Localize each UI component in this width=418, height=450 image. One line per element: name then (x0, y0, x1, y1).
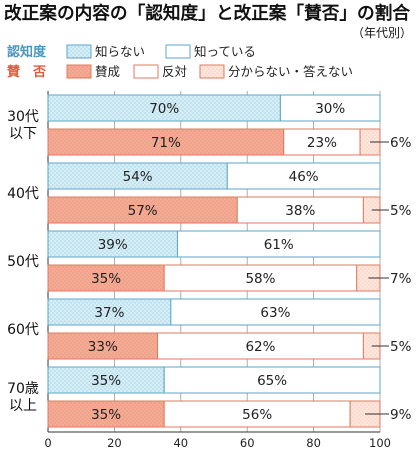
legend-approval: 賛 否 賛成 反対 分からない・答えない (7, 64, 353, 80)
bar-awareness-4-1 (163, 366, 381, 394)
bar-awareness-2-0 (47, 230, 178, 258)
bar-approval-0-0 (47, 128, 285, 156)
legend-label-aware: 知っている (194, 44, 256, 59)
x-tick-label-80: 80 (306, 436, 321, 450)
label-awareness-1-1: 46% (289, 169, 319, 185)
label-awareness-3-1: 63% (260, 305, 290, 321)
x-tick-label-20: 20 (107, 436, 122, 450)
x-tick-label-0: 0 (44, 436, 51, 450)
label-awareness-0-0: 70% (149, 101, 179, 117)
bar-awareness-0-1 (279, 94, 381, 122)
x-tick-label-40: 40 (173, 436, 188, 450)
category-label-4-0: 70歳 (7, 381, 39, 397)
label-approval-4-1: 56% (242, 407, 272, 423)
category-label-0-1: 以下 (9, 126, 37, 142)
label-awareness-4-1: 65% (257, 373, 287, 389)
legend-approval-label: 賛 否 (7, 64, 46, 80)
label-awareness-2-1: 61% (264, 237, 294, 253)
label-awareness-2-0: 39% (98, 237, 128, 253)
label-approval-0-0: 71% (151, 135, 181, 151)
legend-swatch-unknown (199, 64, 225, 79)
legend: 認知度 知らない 知っている 賛 否 賛成 反対 分からない・答えない (7, 44, 353, 80)
label-approval-3-2: 5% (390, 339, 412, 355)
label-approval-2-0: 35% (91, 271, 121, 287)
bar-approval-0-1 (283, 128, 361, 156)
bar-approval-1-0 (47, 196, 238, 224)
label-awareness-0-1: 30% (315, 101, 345, 117)
bar-awareness-1-1 (226, 162, 381, 190)
legend-label-oppose: 反対 (162, 64, 187, 79)
label-approval-1-2: 5% (390, 203, 412, 219)
category-label-3-0: 60代 (7, 322, 39, 338)
bar-awareness-1-0 (47, 162, 228, 190)
bar-awareness-3-1 (170, 298, 381, 326)
label-approval-2-1: 58% (245, 271, 275, 287)
label-approval-0-1: 23% (307, 135, 337, 151)
label-approval-1-1: 38% (285, 203, 315, 219)
x-tick-label-100: 100 (369, 436, 391, 450)
bar-approval-3-0 (47, 332, 159, 360)
bar-awareness-4-0 (47, 366, 165, 394)
label-approval-0-2: 6% (390, 135, 412, 151)
category-label-1-0: 40代 (7, 186, 39, 202)
label-awareness-4-0: 35% (91, 373, 121, 389)
label-approval-1-0: 57% (128, 203, 158, 219)
label-approval-4-2: 9% (390, 407, 412, 423)
legend-swatch-approve (66, 64, 92, 79)
category-label-0-0: 30代 (7, 109, 39, 125)
chart-subtitle: （年代別） (352, 26, 412, 40)
label-approval-3-0: 33% (88, 339, 118, 355)
legend-swatch-oppose (133, 64, 159, 79)
bar-awareness-2-1 (176, 230, 381, 258)
legend-label-approve: 賛成 (95, 64, 120, 79)
label-approval-2-2: 7% (390, 271, 412, 287)
label-approval-4-0: 35% (91, 407, 121, 423)
legend-label-unknown: 分からない・答えない (228, 64, 353, 79)
label-awareness-1-0: 54% (123, 169, 153, 185)
legend-swatch-aware (165, 44, 191, 59)
x-tick-label-60: 60 (240, 436, 255, 450)
label-awareness-3-0: 37% (94, 305, 124, 321)
legend-swatch-unaware (66, 44, 92, 59)
category-label-2-0: 50代 (7, 254, 39, 270)
bar-awareness-0-0 (47, 94, 281, 122)
category-label-4-1: 以上 (9, 398, 37, 414)
legend-awareness: 認知度 知らない 知っている (7, 44, 256, 60)
bar-approval-2-1 (163, 264, 358, 292)
label-approval-3-1: 62% (245, 339, 275, 355)
legend-awareness-label: 認知度 (7, 44, 47, 60)
chart-title: 改正案の内容の「認知度」と改正案「賛否」の割合 (4, 3, 411, 24)
legend-label-unaware: 知らない (95, 44, 145, 59)
bar-approval-2-0 (47, 264, 165, 292)
